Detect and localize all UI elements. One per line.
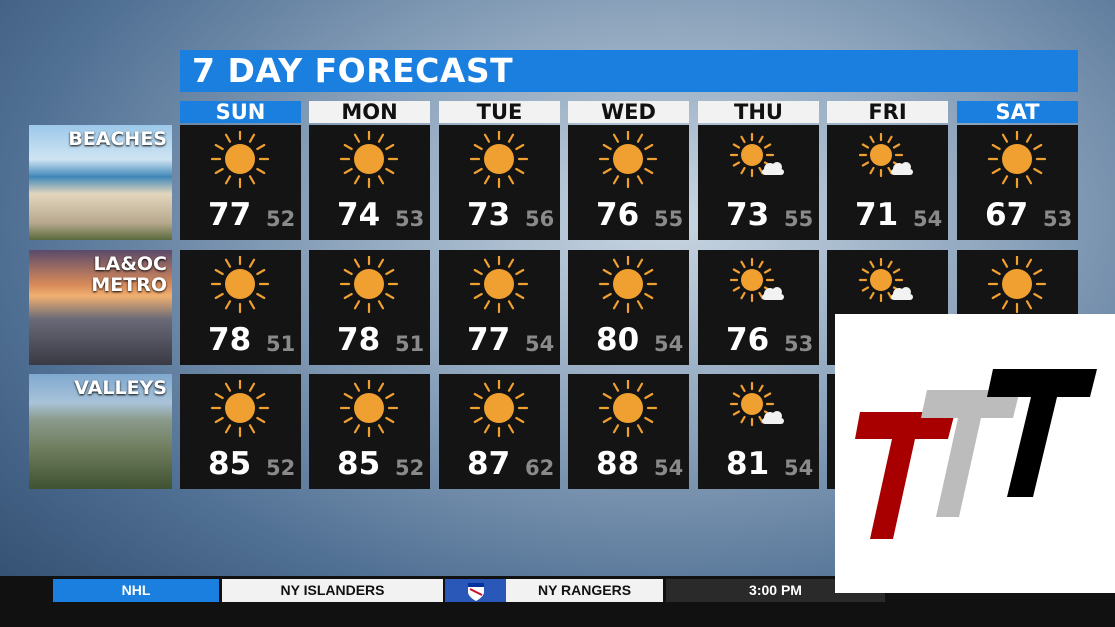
forecast-cell: 74 53 (309, 125, 430, 240)
forecast-cell: 87 62 (439, 374, 560, 489)
high-temp: 76 (596, 197, 640, 233)
high-temp: 85 (337, 446, 381, 482)
forecast-cell: 77 54 (439, 250, 560, 365)
sunny-icon (469, 256, 529, 314)
low-temp: 56 (525, 207, 555, 231)
ticker-time: 3:00 PM (666, 579, 885, 602)
low-temp: 54 (654, 456, 684, 480)
high-temp: 74 (337, 197, 381, 233)
high-temp: 73 (726, 197, 770, 233)
sunny-icon (210, 131, 270, 189)
day-header-sat: SAT (957, 101, 1078, 124)
high-temp: 73 (467, 197, 511, 233)
high-temp: 88 (596, 446, 640, 482)
forecast-cell: 71 54 (827, 125, 948, 240)
forecast-cell: 88 54 (568, 374, 689, 489)
sunny-icon (210, 256, 270, 314)
sunny-icon (598, 131, 658, 189)
region-label: LA&OC METRO (91, 254, 167, 296)
day-header-mon: MON (309, 101, 430, 124)
ticker-league: NHL (53, 579, 219, 602)
day-header-wed: WED (568, 101, 689, 124)
ttt-logo-overlay (835, 314, 1115, 593)
sunny-icon (987, 131, 1047, 189)
partly-sunny-icon (858, 257, 913, 303)
forecast-cell: 80 54 (568, 250, 689, 365)
region-image: BEACHES (29, 125, 172, 240)
high-temp: 77 (467, 322, 511, 358)
sunny-icon (339, 256, 399, 314)
high-temp: 76 (726, 322, 770, 358)
partly-sunny-icon (858, 132, 913, 178)
day-header-sun: SUN (180, 101, 301, 124)
ttt-logo-icon (855, 369, 1097, 539)
forecast-cell: 73 55 (698, 125, 819, 240)
forecast-cell: 76 55 (568, 125, 689, 240)
forecast-cell: 81 54 (698, 374, 819, 489)
sunny-icon (339, 380, 399, 438)
low-temp: 52 (266, 456, 296, 480)
day-header-thu: THU (698, 101, 819, 124)
low-temp: 53 (1043, 207, 1073, 231)
low-temp: 52 (395, 456, 425, 480)
region-label: BEACHES (68, 128, 167, 150)
high-temp: 77 (208, 197, 252, 233)
high-temp: 81 (726, 446, 770, 482)
region-image: VALLEYS (29, 374, 172, 489)
day-header-fri: FRI (827, 101, 948, 124)
low-temp: 53 (395, 207, 425, 231)
rangers-logo-icon (445, 579, 506, 602)
region-label-line: METRO (91, 274, 167, 296)
low-temp: 54 (525, 332, 555, 356)
sunny-icon (987, 256, 1047, 314)
sports-ticker: NHL NY ISLANDERS NY RANGERS 3:00 PM (0, 576, 1115, 627)
high-temp: 78 (337, 322, 381, 358)
sunny-icon (210, 380, 270, 438)
sunny-icon (598, 256, 658, 314)
low-temp: 54 (913, 207, 943, 231)
sunny-icon (469, 380, 529, 438)
forecast-cell: 78 51 (180, 250, 301, 365)
high-temp: 67 (985, 197, 1029, 233)
low-temp: 53 (784, 332, 814, 356)
sunny-icon (469, 131, 529, 189)
high-temp: 85 (208, 446, 252, 482)
partly-sunny-icon (729, 132, 784, 178)
ticker-team1: NY ISLANDERS (222, 579, 443, 602)
high-temp: 87 (467, 446, 511, 482)
day-header-tue: TUE (439, 101, 560, 124)
forecast-cell: 67 53 (957, 125, 1078, 240)
low-temp: 51 (266, 332, 296, 356)
high-temp: 80 (596, 322, 640, 358)
low-temp: 54 (654, 332, 684, 356)
forecast-cell: 85 52 (180, 374, 301, 489)
forecast-title: 7 DAY FORECAST (180, 50, 1078, 92)
sunny-icon (339, 131, 399, 189)
low-temp: 55 (654, 207, 684, 231)
partly-sunny-icon (729, 381, 784, 427)
region-label: VALLEYS (74, 377, 167, 399)
low-temp: 62 (525, 456, 555, 480)
forecast-cell: 77 52 (180, 125, 301, 240)
forecast-cell: 76 53 (698, 250, 819, 365)
low-temp: 55 (784, 207, 814, 231)
forecast-cell: 78 51 (309, 250, 430, 365)
high-temp: 71 (855, 197, 899, 233)
high-temp: 78 (208, 322, 252, 358)
region-label-line: LA&OC (93, 253, 167, 275)
region-image: LA&OC METRO (29, 250, 172, 365)
ticker-team2: NY RANGERS (506, 579, 663, 602)
forecast-cell: 73 56 (439, 125, 560, 240)
partly-sunny-icon (729, 257, 784, 303)
low-temp: 54 (784, 456, 814, 480)
forecast-cell: 85 52 (309, 374, 430, 489)
sunny-icon (598, 380, 658, 438)
low-temp: 51 (395, 332, 425, 356)
low-temp: 52 (266, 207, 296, 231)
